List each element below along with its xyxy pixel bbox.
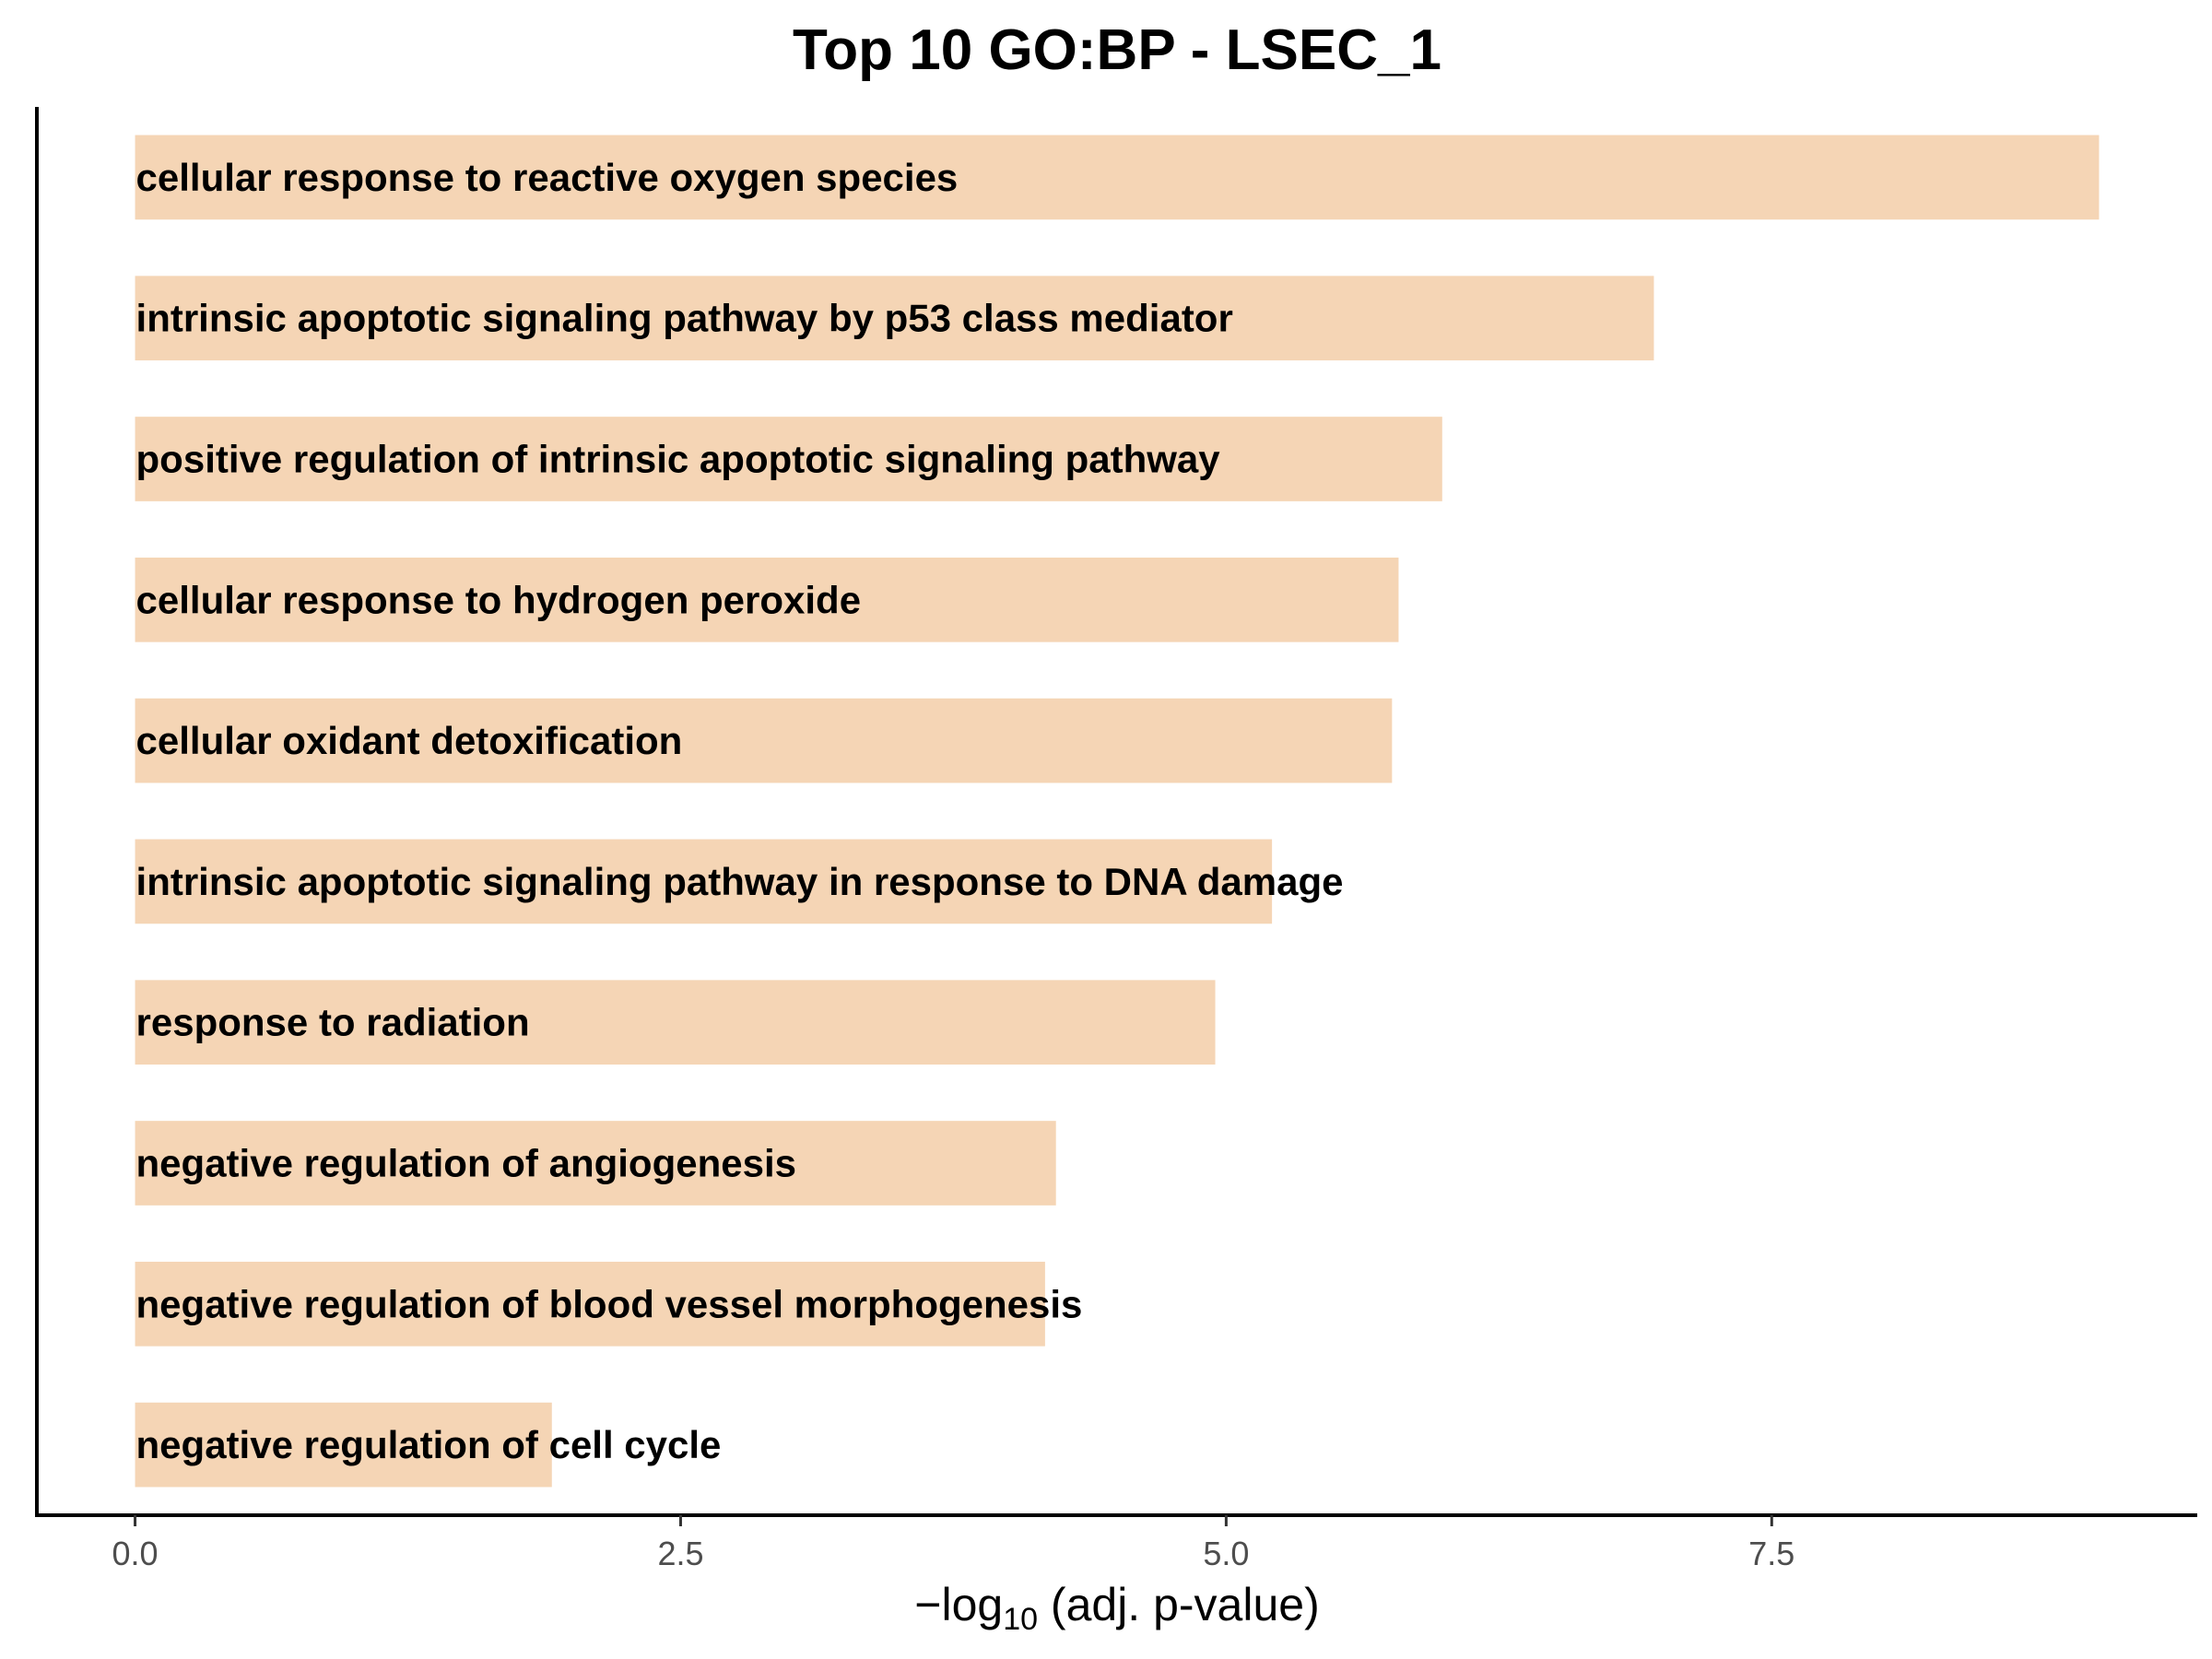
x-tick-label: 5.0 [1203, 1535, 1249, 1572]
bar-label: cellular oxidant detoxification [136, 719, 683, 762]
x-tick-label: 2.5 [657, 1535, 703, 1572]
bar [135, 276, 1654, 361]
bar [135, 1261, 1045, 1347]
bar-label: negative regulation of blood vessel morp… [136, 1282, 1083, 1325]
bar [135, 980, 1216, 1065]
bar-label: cellular response to hydrogen peroxide [136, 578, 862, 621]
bar-label: intrinsic apoptotic signaling pathway in… [136, 860, 1344, 903]
bar [135, 839, 1273, 924]
bar-label: negative regulation of cell cycle [136, 1423, 722, 1466]
x-axis-title-main: −log [914, 1579, 1003, 1630]
bar [135, 698, 1393, 783]
bar [135, 1402, 552, 1488]
x-tick-label: 7.5 [1748, 1535, 1794, 1572]
x-tick-label: 0.0 [112, 1535, 159, 1572]
x-ticks-layer: 0.0 2.5 5.0 7.5 [112, 1515, 1794, 1572]
bar-label: negative regulation of angiogenesis [136, 1142, 796, 1185]
bar [135, 417, 1442, 501]
bar-label: cellular response to reactive oxygen spe… [136, 156, 959, 199]
bar [135, 1121, 1056, 1206]
chart-title: Top 10 GO:BP - LSEC_1 [793, 18, 1441, 82]
x-axis-title: −log10 (adj. p-value) [914, 1579, 1319, 1637]
x-axis-title-tail: (adj. p-value) [1038, 1579, 1320, 1630]
x-axis-title-subscript: 10 [1003, 1602, 1038, 1637]
bar-label: response to radiation [136, 1001, 530, 1044]
bar [135, 557, 1399, 642]
bar [135, 135, 2100, 220]
bar-label: positive regulation of intrinsic apoptot… [136, 438, 1221, 481]
bar-label: intrinsic apoptotic signaling pathway by… [136, 297, 1233, 340]
bars-layer: cellular response to reactive oxygen spe… [135, 135, 2100, 1488]
